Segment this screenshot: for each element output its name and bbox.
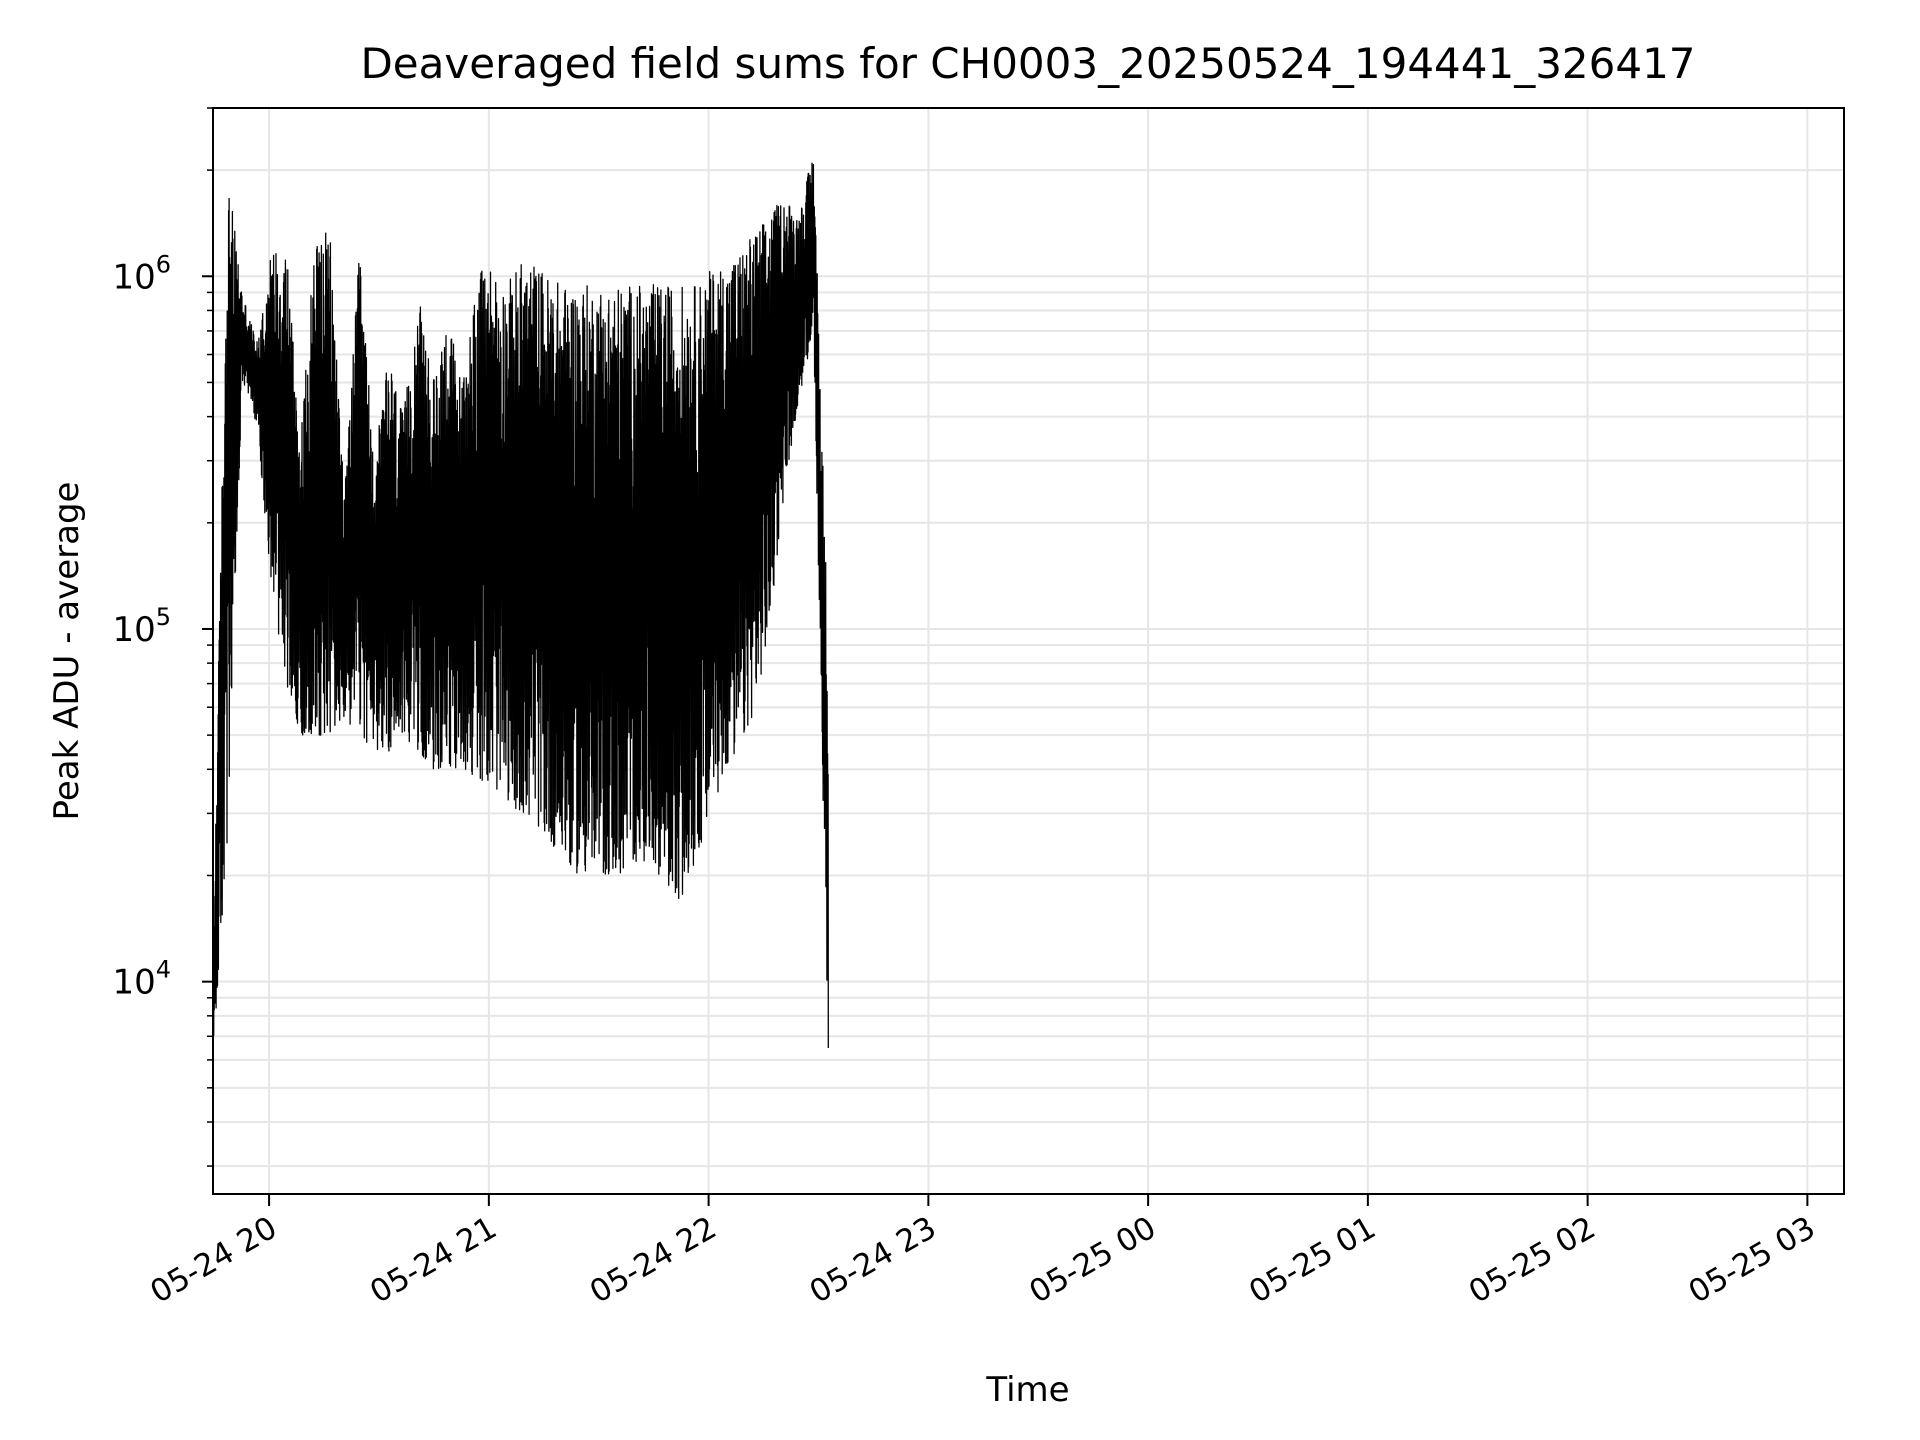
plot-area: [212, 162, 829, 1049]
y-tick-label: 105: [112, 603, 171, 650]
x-axis-label: Time: [985, 1370, 1069, 1410]
plot-frame: [212, 107, 1845, 1195]
y-tick-label: 104: [112, 956, 171, 1003]
series-line: [212, 162, 829, 1049]
grid: [213, 107, 1844, 1194]
y-axis-label: Peak ADU - average: [47, 482, 87, 821]
y-tick-label: 106: [112, 250, 171, 297]
chart-title: Deaveraged field sums for CH0003_2025052…: [360, 39, 1695, 88]
